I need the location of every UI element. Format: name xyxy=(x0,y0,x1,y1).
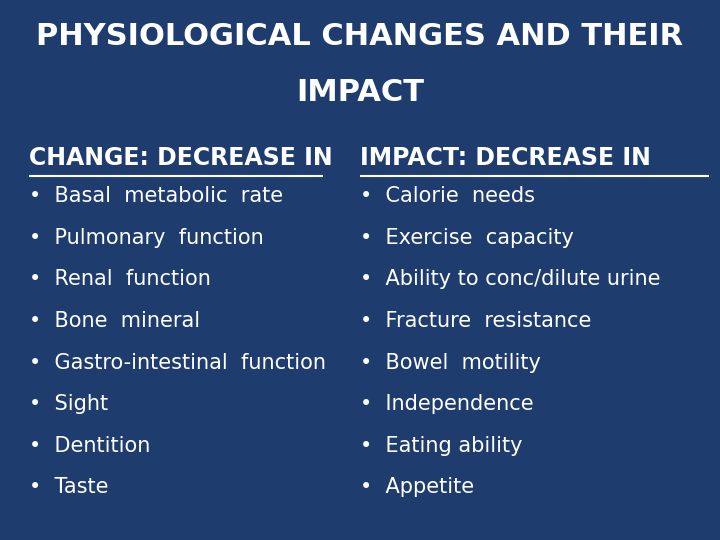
Text: PHYSIOLOGICAL CHANGES AND THEIR: PHYSIOLOGICAL CHANGES AND THEIR xyxy=(37,22,683,51)
Text: •  Sight: • Sight xyxy=(29,394,108,414)
Text: •  Calorie  needs: • Calorie needs xyxy=(360,186,535,206)
Text: •  Eating ability: • Eating ability xyxy=(360,436,523,456)
Text: •  Gastro-intestinal  function: • Gastro-intestinal function xyxy=(29,353,325,373)
Text: •  Dentition: • Dentition xyxy=(29,436,150,456)
Text: •  Ability to conc/dilute urine: • Ability to conc/dilute urine xyxy=(360,269,660,289)
Text: IMPACT: IMPACT xyxy=(296,78,424,107)
Text: •  Taste: • Taste xyxy=(29,477,108,497)
Text: •  Basal  metabolic  rate: • Basal metabolic rate xyxy=(29,186,283,206)
Text: •  Exercise  capacity: • Exercise capacity xyxy=(360,228,574,248)
Text: •  Independence: • Independence xyxy=(360,394,534,414)
Text: CHANGE: DECREASE IN: CHANGE: DECREASE IN xyxy=(29,146,333,170)
Text: •  Pulmonary  function: • Pulmonary function xyxy=(29,228,264,248)
Text: •  Fracture  resistance: • Fracture resistance xyxy=(360,311,591,331)
Text: IMPACT: DECREASE IN: IMPACT: DECREASE IN xyxy=(360,146,651,170)
Text: •  Bowel  motility: • Bowel motility xyxy=(360,353,541,373)
Text: •  Appetite: • Appetite xyxy=(360,477,474,497)
Text: •  Bone  mineral: • Bone mineral xyxy=(29,311,200,331)
Text: •  Renal  function: • Renal function xyxy=(29,269,211,289)
